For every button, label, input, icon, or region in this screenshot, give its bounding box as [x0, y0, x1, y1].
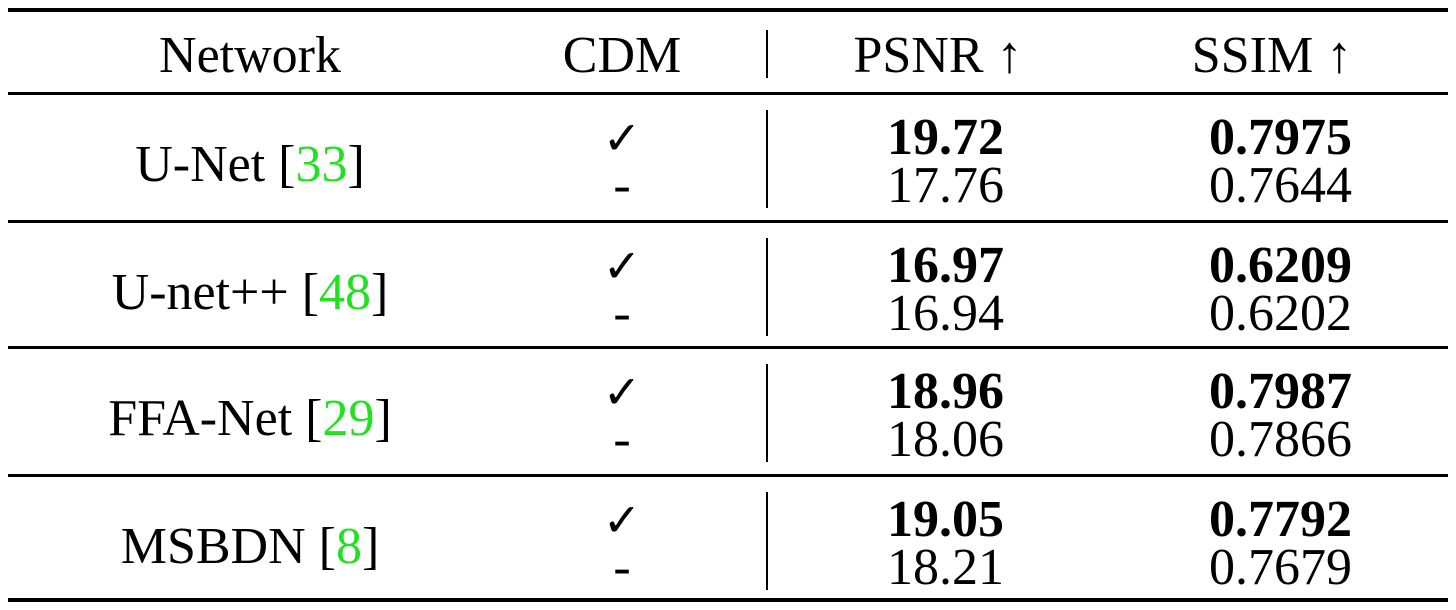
column-separator: [766, 364, 768, 462]
row-rule: [8, 474, 1448, 477]
ssim-with-cdm: 0.7975: [1209, 109, 1352, 166]
table-bottom-rule: [8, 598, 1448, 602]
cdm-dash: -: [613, 539, 631, 596]
psnr-with-cdm: 16.97: [887, 237, 1004, 294]
column-separator: [766, 110, 768, 208]
ssim-without-cdm: 0.7644: [1209, 157, 1352, 214]
header-rule: [8, 92, 1448, 95]
psnr-with-cdm: 19.72: [887, 109, 1004, 166]
header-psnr: PSNR ↑: [853, 27, 1023, 84]
network-name: FFA-Net [29]: [108, 390, 392, 447]
row-rule: [8, 346, 1448, 349]
psnr-without-cdm: 18.06: [887, 411, 1004, 468]
psnr-without-cdm: 16.94: [887, 285, 1004, 342]
psnr-without-cdm: 18.21: [887, 539, 1004, 596]
network-name: U-net++ [48]: [111, 264, 389, 321]
header-network: Network: [159, 27, 341, 84]
results-table: Network CDM PSNR ↑ SSIM ↑ U-Net [33] ✓ -…: [8, 8, 1448, 602]
citation-link[interactable]: 8: [335, 518, 362, 575]
cdm-check-icon: ✓: [602, 365, 642, 419]
cdm-check-icon: ✓: [602, 239, 642, 293]
ssim-without-cdm: 0.7679: [1209, 539, 1352, 596]
row-rule: [8, 220, 1448, 223]
cdm-dash: -: [613, 285, 631, 342]
network-name: MSBDN [8]: [120, 518, 380, 575]
ssim-with-cdm: 0.7987: [1209, 363, 1352, 420]
header-cdm: CDM: [562, 27, 682, 84]
table-top-rule: [8, 8, 1448, 12]
cdm-dash: -: [613, 157, 631, 214]
cdm-check-icon: ✓: [602, 111, 642, 165]
citation-link[interactable]: 33: [295, 136, 348, 193]
psnr-without-cdm: 17.76: [887, 157, 1004, 214]
column-separator: [766, 238, 768, 336]
psnr-with-cdm: 18.96: [887, 363, 1004, 420]
column-separator: [766, 492, 768, 590]
header-ssim: SSIM ↑: [1191, 27, 1353, 84]
header-column-separator: [766, 30, 768, 78]
ssim-without-cdm: 0.7866: [1209, 411, 1352, 468]
network-name: U-Net [33]: [135, 136, 365, 193]
citation-link[interactable]: 29: [322, 390, 375, 447]
ssim-with-cdm: 0.7792: [1209, 491, 1352, 548]
psnr-with-cdm: 19.05: [887, 491, 1004, 548]
cdm-dash: -: [613, 411, 631, 468]
ssim-with-cdm: 0.6209: [1209, 237, 1352, 294]
cdm-check-icon: ✓: [602, 493, 642, 547]
citation-link[interactable]: 48: [319, 264, 372, 321]
ssim-without-cdm: 0.6202: [1209, 285, 1352, 342]
